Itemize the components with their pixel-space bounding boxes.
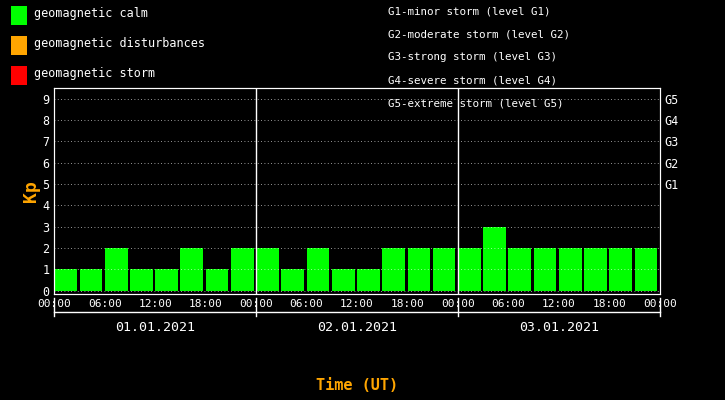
Text: G2-moderate storm (level G2): G2-moderate storm (level G2) bbox=[388, 29, 570, 39]
Bar bbox=[80, 270, 102, 291]
Text: G4-severe storm (level G4): G4-severe storm (level G4) bbox=[388, 76, 557, 86]
Bar bbox=[483, 227, 506, 291]
Bar bbox=[281, 270, 304, 291]
Bar bbox=[332, 270, 355, 291]
Bar bbox=[407, 248, 430, 291]
Text: 02.01.2021: 02.01.2021 bbox=[317, 321, 397, 334]
Text: G3-strong storm (level G3): G3-strong storm (level G3) bbox=[388, 52, 557, 62]
Bar bbox=[382, 248, 405, 291]
Bar bbox=[433, 248, 455, 291]
Bar bbox=[181, 248, 203, 291]
Bar bbox=[609, 248, 632, 291]
Bar bbox=[559, 248, 581, 291]
Bar bbox=[634, 248, 658, 291]
Bar bbox=[155, 270, 178, 291]
Bar bbox=[357, 270, 380, 291]
Bar bbox=[307, 248, 329, 291]
Text: G5-extreme storm (level G5): G5-extreme storm (level G5) bbox=[388, 99, 563, 109]
Bar bbox=[130, 270, 153, 291]
Text: geomagnetic disturbances: geomagnetic disturbances bbox=[34, 37, 205, 50]
Text: 03.01.2021: 03.01.2021 bbox=[519, 321, 599, 334]
Bar bbox=[458, 248, 481, 291]
Bar bbox=[534, 248, 556, 291]
Text: geomagnetic calm: geomagnetic calm bbox=[34, 7, 148, 20]
Bar bbox=[231, 248, 254, 291]
Bar bbox=[508, 248, 531, 291]
Text: geomagnetic storm: geomagnetic storm bbox=[34, 67, 155, 80]
Y-axis label: Kp: Kp bbox=[22, 180, 40, 202]
Text: Time (UT): Time (UT) bbox=[316, 378, 398, 394]
Bar bbox=[206, 270, 228, 291]
Bar bbox=[584, 248, 607, 291]
Text: G1-minor storm (level G1): G1-minor storm (level G1) bbox=[388, 6, 550, 16]
Bar bbox=[256, 248, 279, 291]
Bar bbox=[54, 270, 77, 291]
Bar bbox=[105, 248, 128, 291]
Text: 01.01.2021: 01.01.2021 bbox=[115, 321, 195, 334]
